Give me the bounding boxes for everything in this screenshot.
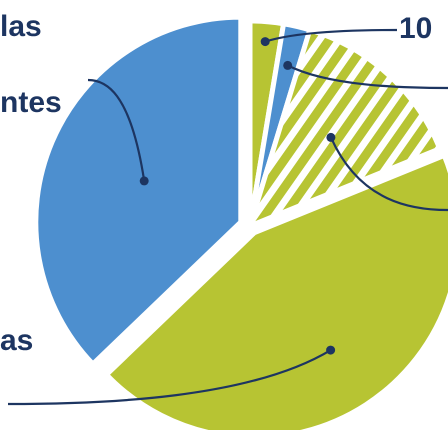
- leader-line-2: [287, 64, 448, 90]
- leader-dot-2: [283, 60, 293, 70]
- pie-slice-5: [33, 14, 244, 368]
- label-fragment-mid-left: ntes: [0, 86, 62, 119]
- leader-dot-3: [326, 132, 336, 142]
- label-fragment-top-right: 10: [399, 12, 433, 45]
- leader-line-5: [87, 78, 146, 182]
- pie-slices: [33, 14, 448, 430]
- pie-slice-3: [246, 26, 444, 231]
- leader-lines: [7, 28, 448, 406]
- leader-line-4: [7, 349, 332, 406]
- leader-line-3: [329, 136, 448, 212]
- pie-slice-4: [102, 152, 448, 430]
- leader-dot-4: [326, 345, 336, 355]
- leader-line-1: [264, 28, 398, 43]
- leader-dot-5: [139, 176, 149, 186]
- leader-dot-1: [260, 37, 270, 47]
- label-fragment-top-left: las: [0, 10, 42, 43]
- label-fragment-bottom-left: as: [0, 324, 34, 357]
